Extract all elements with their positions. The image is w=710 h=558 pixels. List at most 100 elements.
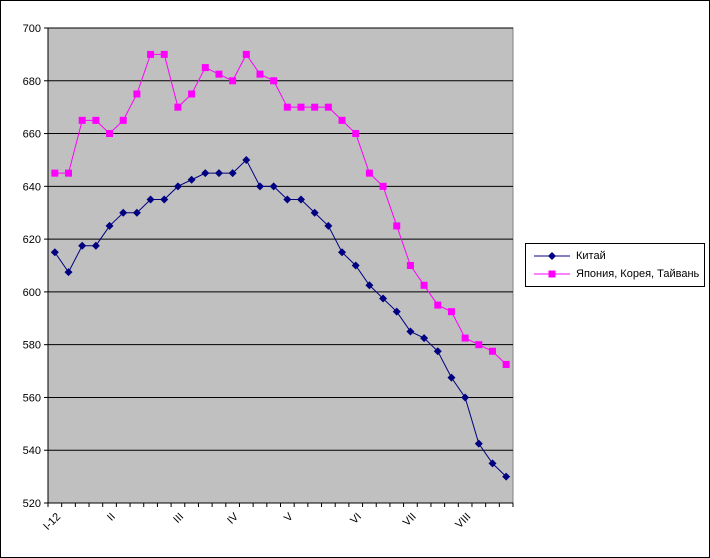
data-point xyxy=(242,155,251,164)
legend-swatch-series-1 xyxy=(534,270,570,278)
data-point xyxy=(406,327,415,336)
x-tick-label: VIII xyxy=(453,511,473,531)
legend-label-series-1: Япония, Корея, Тайвань xyxy=(576,268,700,280)
data-point xyxy=(434,301,442,309)
data-point xyxy=(78,116,86,124)
series-line-1 xyxy=(54,53,507,365)
data-point xyxy=(51,169,59,177)
data-point xyxy=(352,130,360,138)
data-point xyxy=(92,116,100,124)
y-tick-label: 580 xyxy=(23,340,41,352)
data-point xyxy=(270,77,278,85)
data-point xyxy=(311,103,319,111)
y-tick-label: 600 xyxy=(23,287,41,299)
data-point xyxy=(214,169,223,178)
data-point xyxy=(502,472,511,481)
legend-item-series-0: Китай xyxy=(534,248,606,264)
data-point xyxy=(338,248,347,257)
data-point xyxy=(132,208,141,217)
data-point xyxy=(297,103,305,111)
y-tick-label: 620 xyxy=(23,234,41,246)
data-point xyxy=(160,195,169,204)
y-tick-label: 540 xyxy=(23,445,41,457)
data-point xyxy=(160,50,168,58)
data-point xyxy=(255,182,264,191)
data-point xyxy=(119,116,127,124)
data-point xyxy=(256,70,264,78)
data-point xyxy=(502,360,510,368)
y-tick-label: 660 xyxy=(23,129,41,141)
x-tick-label: IV xyxy=(225,510,241,526)
data-point xyxy=(447,308,455,316)
y-tick-label: 700 xyxy=(23,23,41,35)
series-1 xyxy=(51,50,510,368)
y-tick-label: 520 xyxy=(23,498,41,510)
data-point xyxy=(461,334,469,342)
series-0 xyxy=(50,155,511,481)
data-point xyxy=(324,221,333,230)
data-point xyxy=(228,169,237,178)
x-tick-label: I-12 xyxy=(41,511,63,533)
data-point xyxy=(242,50,250,58)
data-point xyxy=(338,116,346,124)
data-point xyxy=(406,262,414,269)
x-tick-label: III xyxy=(171,511,186,526)
data-point xyxy=(119,208,128,217)
data-point xyxy=(201,169,210,178)
data-point xyxy=(64,268,73,277)
data-point xyxy=(283,103,291,111)
x-tick-label: II xyxy=(105,511,118,524)
data-point xyxy=(488,347,496,355)
data-point xyxy=(420,281,428,289)
y-axis-ticks: 520 540 560 580 600 620 640 660 680 700 xyxy=(23,23,48,510)
legend-label-series-0: Китай xyxy=(576,250,606,262)
y-tick-label: 560 xyxy=(23,392,41,404)
data-point xyxy=(215,70,223,78)
data-point xyxy=(447,373,456,382)
data-point xyxy=(283,195,292,204)
series-group xyxy=(50,50,511,481)
data-point xyxy=(351,261,360,270)
data-point xyxy=(379,294,388,303)
data-point xyxy=(365,169,373,177)
data-point xyxy=(91,241,100,250)
data-point xyxy=(324,103,332,111)
y-tick-label: 680 xyxy=(23,76,41,88)
data-point xyxy=(420,334,429,343)
data-point xyxy=(379,182,387,190)
data-point xyxy=(229,77,237,85)
data-point xyxy=(488,459,497,468)
data-point xyxy=(105,221,114,230)
data-point xyxy=(133,90,141,98)
data-point xyxy=(269,182,278,191)
data-point xyxy=(147,50,155,58)
x-axis-ticks: I-12 II III IV V VI VII VIII xyxy=(41,503,514,533)
plot-area xyxy=(47,27,514,504)
x-tick-label: VII xyxy=(401,511,419,529)
data-point xyxy=(187,175,196,184)
data-point xyxy=(474,439,483,448)
series-line-0 xyxy=(54,159,507,477)
data-point xyxy=(188,90,196,98)
data-point xyxy=(65,169,73,177)
data-point xyxy=(297,195,306,204)
legend-item-series-1: Япония, Корея, Тайвань xyxy=(534,266,699,282)
data-point xyxy=(78,241,87,250)
data-point xyxy=(310,208,319,217)
data-point xyxy=(433,347,442,356)
data-point xyxy=(50,248,59,257)
data-point xyxy=(365,281,374,290)
legend-swatch-series-0 xyxy=(534,252,570,260)
data-point xyxy=(475,341,483,349)
data-point xyxy=(392,307,401,316)
data-point xyxy=(201,64,209,72)
data-point xyxy=(174,103,182,111)
gridlines xyxy=(48,27,513,451)
data-point xyxy=(461,393,470,402)
data-point xyxy=(146,195,155,204)
y-tick-label: 640 xyxy=(23,181,41,193)
x-tick-label: VI xyxy=(348,511,364,527)
legend: Китай Япония, Корея, Тайвань xyxy=(525,243,705,287)
